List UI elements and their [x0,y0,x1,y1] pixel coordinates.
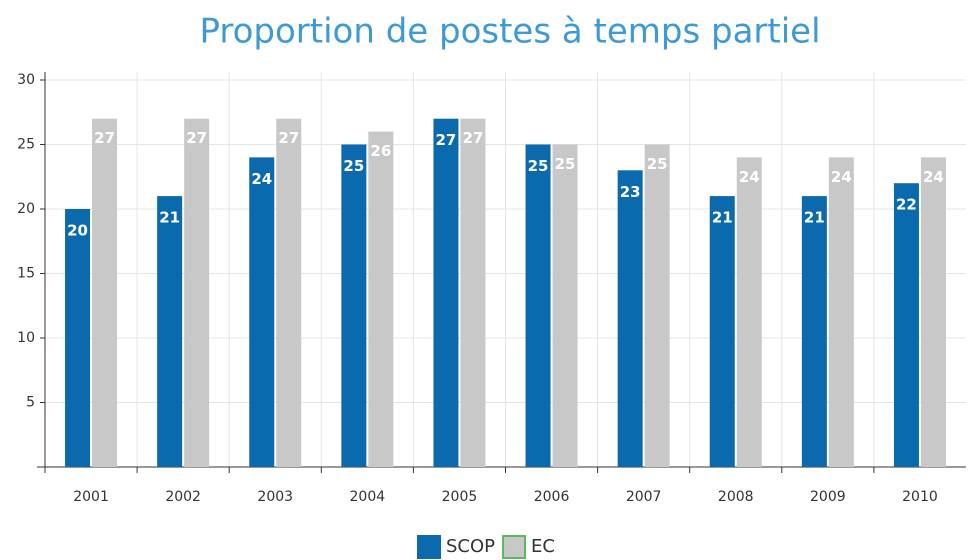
legend-label: SCOP [446,536,495,557]
value-label: 27 [186,129,207,147]
y-tick-label: 30 [17,72,35,88]
bar [736,157,762,467]
bar [920,157,946,467]
value-label: 25 [647,155,668,173]
bar [644,144,670,467]
value-label: 21 [712,209,733,227]
x-tick-label: 2003 [257,489,293,505]
bar [801,196,827,467]
bar [552,144,578,467]
value-label: 20 [67,222,88,240]
value-label: 25 [528,157,549,175]
legend-swatch [502,535,527,559]
bar [893,183,919,467]
bar [433,118,459,467]
bar [341,144,367,467]
x-tick-label: 2001 [73,489,109,505]
x-tick-label: 2004 [350,489,386,505]
value-label: 24 [923,168,944,186]
chart-title: Proportion de postes à temps partiel [199,12,820,52]
bar [184,118,210,467]
value-label: 25 [555,155,576,173]
x-tick-label: 2006 [534,489,570,505]
legend-label: EC [531,536,555,557]
value-label: 21 [159,209,180,227]
value-label: 27 [463,129,484,147]
bar [828,157,854,467]
legend-swatch [417,535,441,559]
x-tick-label: 2002 [165,489,201,505]
bar [276,118,302,467]
bar [368,131,394,467]
y-tick-label: 10 [17,330,35,346]
x-tick-label: 2010 [902,489,938,505]
value-label: 27 [278,129,299,147]
value-label: 27 [94,129,115,147]
y-tick-label: 20 [17,201,35,217]
value-label: 25 [343,157,364,175]
bar [617,170,643,468]
value-label: 27 [436,131,457,149]
value-label: 21 [804,209,825,227]
x-tick-label: 2009 [810,489,846,505]
y-tick-label: 5 [26,395,35,411]
bar [709,196,735,467]
value-label: 23 [620,183,641,201]
bar [460,118,486,467]
value-label: 26 [370,142,391,160]
bar [157,196,183,467]
bar [92,118,118,467]
bar [525,144,551,467]
value-label: 24 [739,168,760,186]
y-tick-label: 25 [17,137,35,153]
y-tick-label: 15 [17,266,35,282]
value-label: 24 [831,168,852,186]
x-tick-label: 2007 [626,489,662,505]
x-tick-label: 2005 [442,489,478,505]
bar [249,157,275,467]
bar [65,209,91,467]
x-tick-label: 2008 [718,489,754,505]
value-label: 22 [896,196,917,214]
value-label: 24 [251,170,272,188]
